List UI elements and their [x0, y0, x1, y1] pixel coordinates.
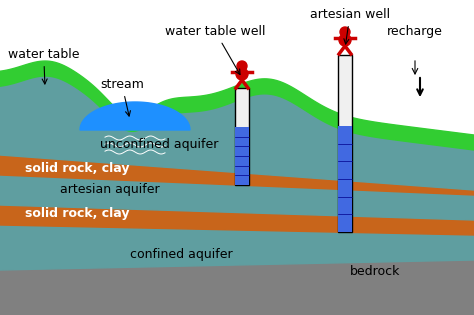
Text: solid rock, clay: solid rock, clay [25, 207, 129, 220]
Bar [235, 88, 249, 185]
Bar [235, 127, 249, 185]
Bar [338, 55, 352, 232]
Polygon shape [0, 205, 474, 235]
Polygon shape [0, 155, 474, 195]
Polygon shape [0, 175, 474, 220]
Text: artesian aquifer: artesian aquifer [60, 183, 160, 196]
Polygon shape [0, 225, 474, 270]
Text: bedrock: bedrock [350, 265, 401, 278]
Text: water table: water table [8, 48, 80, 84]
Polygon shape [0, 76, 474, 190]
Polygon shape [0, 61, 474, 150]
Polygon shape [0, 260, 474, 315]
Polygon shape [80, 102, 190, 130]
Bar [338, 126, 352, 232]
Text: recharge: recharge [387, 25, 443, 38]
Text: artesian well: artesian well [310, 8, 390, 44]
Text: water table well: water table well [165, 25, 265, 75]
Circle shape [237, 61, 247, 71]
Text: confined aquifer: confined aquifer [130, 248, 233, 261]
Text: unconfined aquifer: unconfined aquifer [100, 138, 219, 151]
Circle shape [236, 68, 248, 80]
Text: solid rock, clay: solid rock, clay [25, 162, 129, 175]
Text: stream: stream [100, 78, 144, 116]
Circle shape [339, 34, 351, 46]
Circle shape [340, 27, 350, 37]
